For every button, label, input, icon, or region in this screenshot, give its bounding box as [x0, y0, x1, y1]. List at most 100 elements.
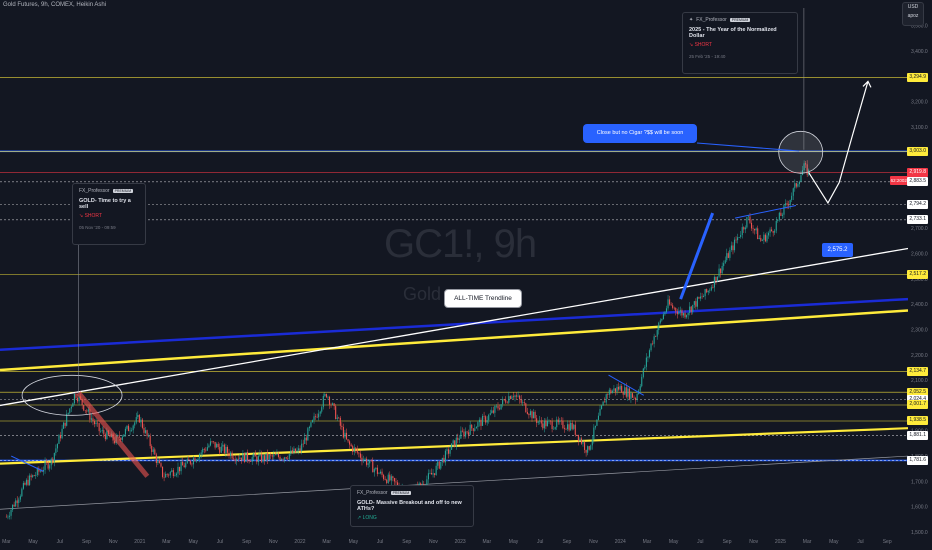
candle-body	[366, 458, 368, 465]
candle-body	[349, 441, 351, 445]
candles	[5, 160, 810, 520]
candle-body	[341, 425, 343, 428]
candle-body	[160, 463, 162, 467]
candle-body	[441, 457, 443, 462]
candle-body	[284, 457, 286, 460]
candle-body	[183, 465, 185, 468]
candle-body	[124, 428, 126, 435]
candle-body	[223, 444, 225, 453]
candle-body	[308, 426, 310, 429]
currency-selector[interactable]: USD apoz	[902, 2, 924, 26]
time-tick-label: Jul	[57, 539, 63, 545]
candle-body	[458, 438, 460, 440]
candle-body	[795, 183, 797, 187]
candle-body	[335, 406, 337, 419]
candle-body	[339, 417, 341, 426]
candle-body	[618, 386, 620, 390]
time-axis[interactable]: Mar May Jul Sep Nov 2021 Mar May Jul Sep Nov 2022 Ma…	[2, 539, 892, 545]
candle-body	[52, 458, 54, 462]
candle-body	[641, 376, 643, 387]
candle-body	[430, 473, 433, 475]
candle-body	[737, 237, 739, 241]
candle-body	[747, 216, 749, 218]
candle-body	[59, 435, 62, 439]
candle-body	[460, 430, 462, 439]
price-tick-label: 3,500.0	[911, 24, 928, 30]
price-level-label: 2,024.4	[907, 394, 928, 404]
idea-card-2025[interactable]: ✦ FX_Professor PREMIUM 2025 - The Year of …	[682, 12, 798, 74]
candle-body	[689, 306, 691, 313]
candle-body	[318, 413, 320, 418]
price-level-label: 1,781.6	[907, 456, 928, 466]
candle-body	[486, 420, 488, 423]
candle-body	[805, 163, 807, 165]
price-tick-label: 1,700.0	[911, 479, 928, 485]
candle-body	[231, 452, 233, 459]
candle-body	[253, 453, 255, 458]
candle-body	[481, 416, 484, 426]
idea-title: 2025 - The Year of the Normalized Dollar	[689, 27, 777, 39]
candle-body	[194, 458, 196, 462]
candle-body	[740, 234, 742, 237]
candle-body	[550, 420, 552, 422]
candle-body	[763, 234, 765, 240]
candle-body	[225, 446, 227, 453]
candle-body	[257, 455, 259, 463]
candle-body	[706, 289, 708, 293]
candle-body	[692, 304, 694, 313]
trendline-label[interactable]: ALL-TIME Trendline	[444, 289, 522, 308]
target-price-tag[interactable]: 2,575.2	[822, 243, 853, 257]
candle-body	[675, 307, 677, 312]
candle-body	[328, 396, 331, 405]
candle-body	[556, 419, 558, 428]
price-tick-label: 1,600.0	[911, 505, 928, 511]
candle-body	[106, 430, 108, 440]
candle-body	[485, 416, 487, 423]
candle-body	[234, 459, 236, 461]
candle-body	[189, 460, 191, 464]
candle-body	[12, 504, 14, 510]
candle-body	[242, 453, 244, 461]
candle-body	[98, 423, 100, 432]
candle-body	[166, 473, 168, 475]
candle-body	[471, 424, 473, 429]
candle-body	[372, 461, 374, 473]
price-tick-label: 2,500.0	[911, 277, 928, 283]
candle-body	[754, 228, 756, 231]
candle-body	[21, 488, 23, 497]
price-level-label: 1,938.5	[907, 416, 928, 426]
candle-body	[92, 418, 94, 422]
candle-body	[565, 429, 567, 430]
candle-body	[653, 336, 655, 344]
blue-channel-line	[0, 297, 909, 351]
candle-body	[291, 450, 293, 454]
candle-body	[687, 312, 689, 316]
candle-body	[240, 457, 242, 461]
candle-body	[367, 463, 369, 465]
candle-body	[769, 229, 771, 233]
idea-card-breakout[interactable]: FX_Professor PREMIUM GOLD- Massive Breako…	[350, 485, 474, 527]
candle-body	[497, 405, 499, 409]
candle-body	[66, 413, 68, 426]
candle-body	[529, 411, 532, 416]
candle-body	[332, 403, 334, 405]
candle-body	[233, 458, 235, 460]
candle-body	[245, 452, 247, 462]
candle-body	[109, 434, 111, 438]
candle-body	[542, 423, 544, 429]
idea-card-2020[interactable]: FX_Professor PREMIUM GOLD- Time to try a …	[72, 183, 146, 245]
candle-body	[540, 420, 542, 424]
candle-body	[621, 385, 623, 393]
candle-body	[313, 416, 315, 421]
premium-badge: PREMIUM	[729, 18, 751, 22]
candle-body	[228, 452, 230, 457]
candle-body	[177, 466, 179, 474]
candle-body	[55, 448, 57, 453]
candle-body	[277, 453, 280, 457]
candle-body	[138, 415, 140, 423]
candle-body	[455, 437, 457, 447]
candle-body	[447, 449, 450, 454]
candle-body	[236, 458, 238, 461]
callout-bubble[interactable]: Close but no Cigar ?$$ will be soon	[583, 124, 697, 143]
